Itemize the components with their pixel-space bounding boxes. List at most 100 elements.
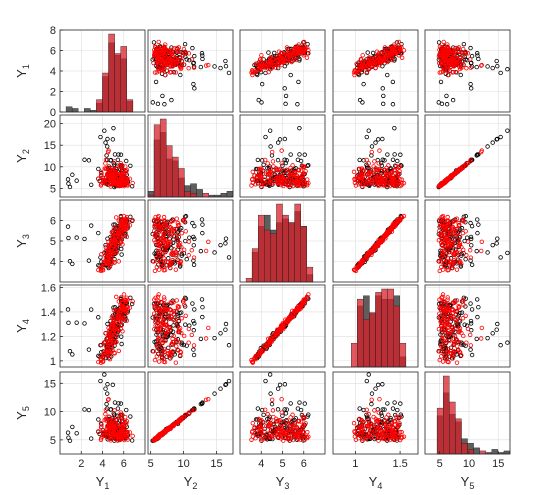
y-axis-label: Y3	[14, 234, 31, 248]
scatter-point-red	[460, 53, 466, 58]
histogram-bar-red	[294, 203, 301, 283]
scatter-point-red	[157, 64, 162, 69]
histogram-bar-red	[178, 168, 185, 198]
scatter-point-black	[390, 102, 396, 107]
panel-4-2	[147, 284, 234, 368]
scatter-point-black	[361, 81, 366, 87]
scatter-point-red	[171, 46, 177, 51]
y-tick-label: 4	[50, 66, 56, 78]
scatter-point-black	[253, 166, 259, 172]
histogram-bar-red	[96, 99, 103, 113]
histogram-bar-red	[399, 343, 407, 368]
scatter-point-black	[277, 137, 283, 142]
histogram-bar-red	[190, 192, 197, 198]
scatter-point-red	[302, 47, 307, 53]
scatter-point-black	[128, 163, 133, 168]
scatter-point-black	[298, 158, 304, 164]
scatter-point-black	[444, 102, 450, 107]
y-tick-label: 2	[50, 87, 56, 99]
scatter-point-red	[162, 64, 167, 69]
scatter-point-red	[158, 45, 164, 50]
scatter-point-red	[268, 62, 274, 67]
scatter-point-black	[490, 65, 495, 71]
scatter-point-red	[181, 53, 186, 58]
scatter-point-red	[98, 183, 104, 188]
scatter-point-black	[360, 100, 365, 105]
scatter-point-red	[169, 51, 174, 56]
scatter-point-black	[218, 65, 223, 71]
scatter-point-black	[302, 152, 307, 157]
y-axis-label: Y4	[14, 319, 31, 333]
scatter-point-red	[259, 184, 264, 189]
scatter-point-red	[301, 180, 307, 186]
scatter-point-black	[365, 50, 370, 55]
scatter-point-black	[385, 72, 390, 78]
scatter-point-black	[86, 158, 92, 163]
scatter-point-black	[469, 53, 475, 59]
scatter-point-red	[124, 181, 129, 186]
scatter-point-red	[258, 174, 263, 180]
scatter-point-red	[288, 165, 293, 171]
scatter-point-red	[162, 72, 168, 78]
scatter-point-red	[301, 164, 306, 170]
scatter-point-red	[397, 44, 403, 49]
scatter-point-black	[178, 72, 183, 78]
scatter-point-red	[258, 56, 263, 62]
y-tick-label: 1.2	[41, 331, 56, 343]
scatter-point-black	[282, 136, 288, 142]
scatter-point-black	[444, 93, 449, 99]
scatter-point-red	[457, 64, 462, 70]
scatter-point-red	[392, 42, 397, 47]
scatter-point-black	[283, 101, 288, 107]
scatter-point-red	[454, 70, 460, 75]
scatter-point-red	[258, 166, 263, 172]
scatter-point-black	[105, 136, 110, 142]
scatter-point-red	[262, 157, 268, 163]
histogram-bar-red	[393, 305, 400, 368]
scatter-point-red	[460, 46, 466, 52]
scatter-point-black	[275, 140, 281, 145]
scatter-point-red	[151, 60, 156, 66]
scatter-point-black	[198, 64, 204, 70]
scatter-point-black	[150, 100, 155, 105]
scatter-point-red	[158, 54, 164, 59]
scatter-point-black	[468, 81, 473, 87]
scatter-point-red	[259, 177, 264, 182]
scatter-point-black	[70, 172, 75, 177]
scatter-point-black	[283, 93, 289, 99]
histogram-bar-red	[166, 145, 173, 198]
y-tick-label: 1.6	[41, 282, 56, 294]
scatter-point-red	[449, 47, 454, 53]
scatter-point-black	[370, 50, 376, 56]
scatter-point-red	[174, 59, 179, 65]
scatter-point-red	[465, 51, 471, 56]
histogram-bar-red	[369, 312, 376, 368]
panel-2-5	[424, 114, 511, 198]
histogram-bar-red	[357, 298, 364, 368]
scatter-point-black	[284, 158, 289, 163]
scatter-point-red	[295, 181, 300, 186]
scatter-point-red	[384, 58, 389, 64]
histogram-bar-red	[363, 319, 370, 368]
scatter-point-black	[129, 183, 135, 189]
scatter-point-red	[270, 57, 276, 62]
scatter-point-red	[304, 55, 310, 60]
y-axis-label-base: Y	[14, 154, 29, 163]
scatter-point-red	[155, 58, 160, 63]
scatter-point-black	[151, 40, 157, 45]
scatter-point-black	[438, 79, 444, 85]
scatter-point-red	[256, 166, 261, 172]
scatter-point-red	[280, 175, 285, 181]
scatter-point-red	[286, 58, 291, 63]
panel-2-3	[239, 114, 326, 198]
scatter-point-black	[162, 102, 167, 107]
panel-3-5	[424, 199, 511, 283]
scatter-point-black	[288, 72, 293, 78]
histogram-bar-red	[159, 118, 167, 198]
scatter-point-black	[155, 101, 161, 107]
histogram-bar-black	[84, 108, 91, 113]
scatter-point-red	[122, 176, 128, 182]
scatter-point-red	[295, 45, 300, 50]
